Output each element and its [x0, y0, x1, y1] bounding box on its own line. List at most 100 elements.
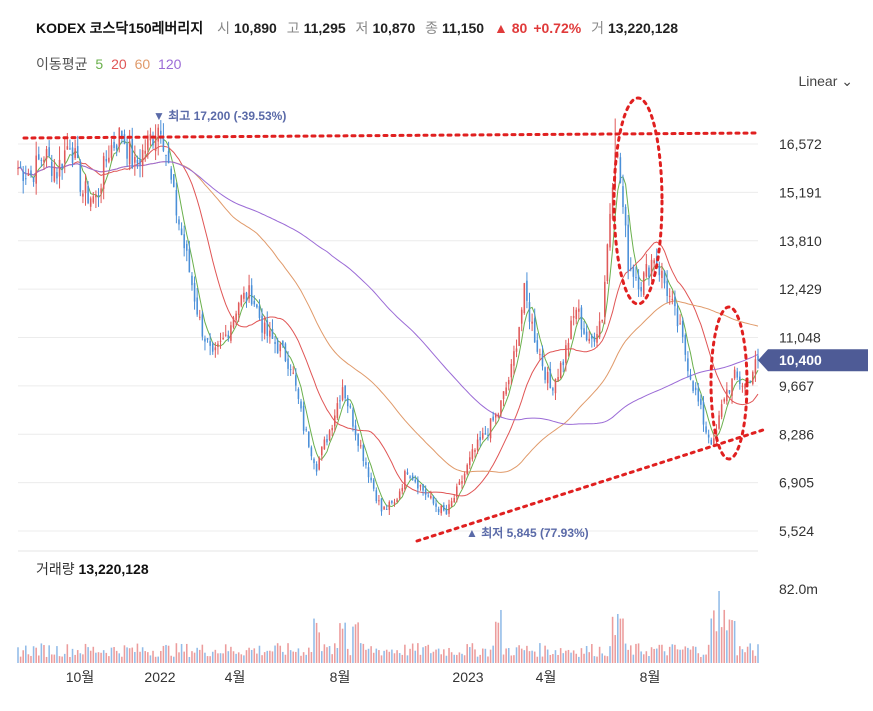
candle-body	[409, 476, 411, 478]
x-tick-label: 4월	[225, 669, 246, 685]
candle-body	[710, 439, 713, 445]
ma-60[interactable]: 60	[134, 56, 151, 72]
low-value: 10,870	[372, 20, 416, 36]
candle-body	[383, 506, 385, 510]
volume-bar	[640, 651, 642, 663]
candle-body	[152, 139, 154, 146]
volume-bar	[134, 651, 136, 663]
volume-bar	[549, 654, 552, 663]
volume-bar	[653, 648, 655, 663]
highlight-ellipse	[709, 305, 749, 461]
candle-body	[84, 181, 87, 194]
candle-body	[17, 167, 19, 169]
candle-body	[648, 267, 650, 278]
volume-bar	[622, 618, 624, 663]
volume-bar	[32, 646, 35, 663]
candle-body	[728, 390, 731, 393]
grid-lines	[18, 143, 758, 552]
candle-body	[136, 159, 139, 164]
moving-average-legend[interactable]: 이동평균 5 20 60 120	[36, 54, 185, 74]
volume-bar	[541, 656, 544, 663]
y-tick-label: 11,048	[779, 330, 821, 346]
y-tick-label: 16,572	[779, 136, 822, 152]
candle-body	[271, 328, 274, 339]
candle-body	[494, 414, 497, 418]
candle-body	[687, 358, 689, 372]
volume-bar	[655, 648, 658, 663]
volume-bar	[697, 653, 700, 663]
volume-bar	[198, 649, 201, 663]
volume-bar	[720, 627, 723, 663]
volume-bar	[237, 652, 240, 663]
candle-body	[144, 150, 147, 154]
candle-body	[681, 320, 684, 337]
candle-body	[396, 499, 398, 503]
candle-body	[619, 157, 622, 183]
volume-bar	[359, 643, 362, 663]
candle-body	[261, 315, 263, 333]
volume-bar	[494, 621, 497, 663]
ma-5[interactable]: 5	[95, 56, 104, 72]
ma-120[interactable]: 120	[158, 56, 182, 72]
volume-bar	[100, 652, 102, 663]
candle-body	[300, 401, 302, 409]
candle-body	[752, 371, 754, 384]
candle-body	[173, 174, 175, 188]
candle-body	[505, 387, 507, 395]
volume-bar	[757, 644, 759, 663]
candle-body	[115, 145, 118, 150]
volume-bar	[178, 652, 180, 663]
volume-bar	[713, 610, 715, 663]
x-tick-label: 8월	[330, 669, 351, 685]
volume-bar	[411, 643, 414, 663]
candle-body	[676, 308, 679, 327]
volume-bar	[308, 647, 310, 663]
candle-body	[318, 457, 320, 470]
volume-bar	[736, 655, 739, 663]
candle-body	[741, 385, 744, 387]
volume-bar	[650, 647, 653, 663]
volume-bar	[144, 651, 147, 663]
volume-bar	[469, 647, 471, 663]
volume-bar	[443, 649, 445, 663]
candle-body	[30, 170, 32, 175]
volume-panel-value: 13,220,128	[78, 561, 149, 577]
volume-bar	[253, 648, 256, 663]
candle-body	[591, 335, 593, 339]
volume-bar	[30, 655, 32, 663]
volume-bar	[289, 650, 292, 663]
volume-bar	[476, 656, 479, 663]
ticker-name: KODEX 코스닥150레버리지	[36, 20, 204, 36]
candle-body	[331, 427, 333, 431]
volume-bar	[53, 654, 56, 663]
ma-line	[17, 161, 759, 425]
scale-dropdown[interactable]: Linear ⌄	[798, 73, 853, 90]
y-tick-label: 13,810	[779, 233, 822, 249]
volume-bar	[370, 646, 372, 663]
volume-bar	[357, 622, 359, 663]
volume-bar	[430, 653, 432, 663]
candle-body	[398, 491, 401, 499]
volume-bar	[614, 635, 616, 663]
volume-bar	[700, 656, 702, 663]
volume-bar	[684, 646, 687, 663]
candle-body	[224, 334, 227, 336]
volume-bar	[89, 650, 92, 663]
candle-body	[567, 342, 570, 349]
candle-body	[378, 500, 380, 502]
volume-bar	[193, 652, 196, 663]
volume-bar	[37, 655, 40, 663]
volume-bar	[136, 643, 139, 663]
volume-bar	[617, 613, 619, 663]
volume-bar	[461, 653, 463, 663]
candle-body	[87, 185, 89, 204]
volume-bar	[642, 654, 645, 663]
volume-bar	[398, 653, 401, 663]
candle-body	[308, 431, 310, 447]
candle-body	[287, 358, 289, 369]
ma-20[interactable]: 20	[111, 56, 127, 72]
candle-body	[139, 158, 141, 166]
candle-body	[222, 337, 224, 340]
volume-bar	[139, 651, 141, 663]
